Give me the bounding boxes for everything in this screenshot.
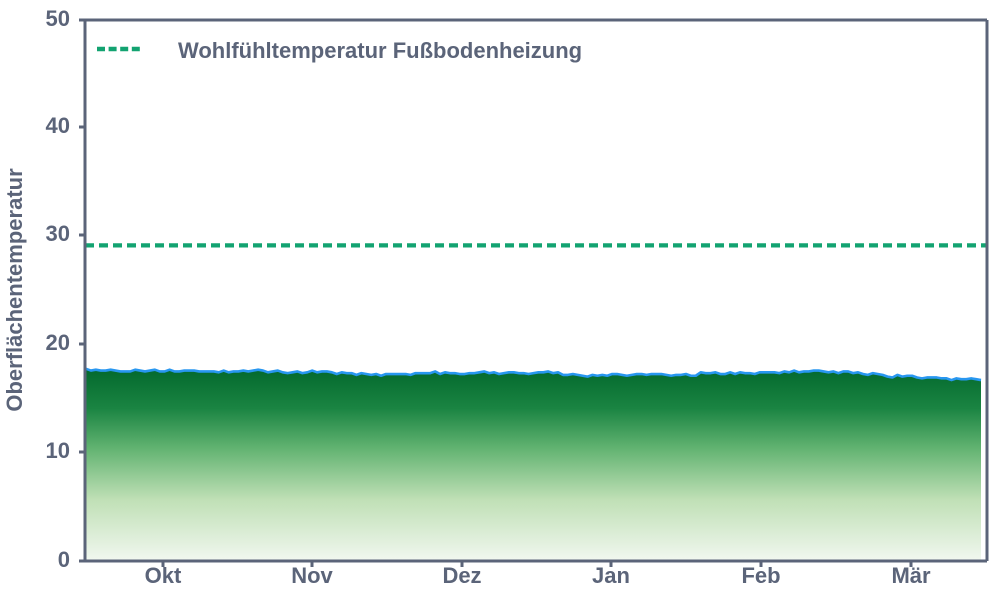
svg-text:Jan: Jan: [592, 563, 630, 588]
svg-text:Oberflächentemperatur: Oberflächentemperatur: [2, 168, 27, 412]
svg-text:40: 40: [46, 113, 70, 138]
svg-text:50: 50: [46, 6, 70, 31]
svg-text:Feb: Feb: [741, 563, 780, 588]
svg-text:30: 30: [46, 221, 70, 246]
svg-text:Nov: Nov: [291, 563, 333, 588]
svg-text:20: 20: [46, 330, 70, 355]
svg-text:10: 10: [46, 438, 70, 463]
svg-text:Wohlfühltemperatur Fußbodenhei: Wohlfühltemperatur Fußbodenheizung: [178, 38, 582, 63]
svg-text:Okt: Okt: [145, 563, 182, 588]
svg-text:Dez: Dez: [442, 563, 481, 588]
svg-text:0: 0: [58, 547, 70, 572]
svg-text:Mär: Mär: [891, 563, 931, 588]
